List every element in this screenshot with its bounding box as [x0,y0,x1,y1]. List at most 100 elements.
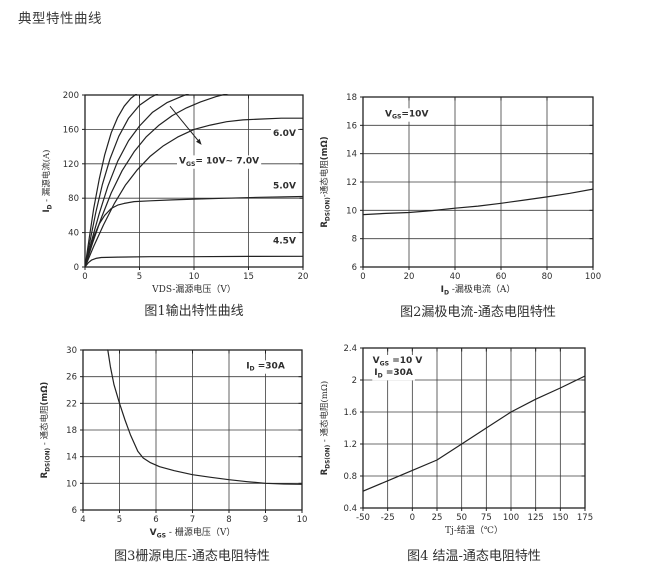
y-tick-label: 26 [66,373,77,383]
series-group [107,349,302,485]
chart-annotation: ID =30A [374,368,413,379]
chart-svg: ID =30A 4 5 6 7 8 9 10 6 10 14 18 22 26 30 VGS - 栅源电压（V… [39,346,308,539]
annotation-bg [271,127,298,140]
y-tick-label: 200 [63,91,79,101]
y-tick-label: 12 [346,178,357,188]
series-line [363,375,585,492]
x-axis-label: Tj-结温（℃） [445,524,503,536]
x-tick-label: 5 [117,515,122,525]
annotation-bg [370,355,425,369]
y-tick-label: 6 [72,506,77,516]
x-tick-label: -50 [356,513,370,523]
y-tick-label: 16 [346,121,357,131]
x-tick-label: 0 [82,272,87,282]
x-tick-label: 75 [481,513,492,523]
series-group [363,188,593,216]
y-tick-label: 0.4 [343,504,357,514]
x-tick-label: 20 [298,272,309,282]
x-tick-label: 5 [137,272,142,282]
chart-svg: VGS=10V 0 20 40 60 80 100 6 8 10 12 14 16 18 ID -漏极电流（… [319,93,601,296]
x-tick-label: 0 [410,513,415,523]
figure-tj-vs-rdson: VGS =10 V ID =30A -50 -25 0 25 50 75 100 125 150 17… [316,336,606,564]
y-tick-label: 14 [346,150,357,160]
annotation-bg [372,367,415,381]
y-tick-label: 30 [66,346,77,356]
y-tick-label: 8 [352,235,357,245]
x-axis-label: ID -漏极电流（A） [441,283,516,296]
annotation-arrow-head [196,138,202,145]
series-line [107,349,302,485]
x-tick-label: 125 [528,513,544,523]
figure-drain-current-vs-rdson: VGS=10V 0 20 40 60 80 100 6 8 10 12 14 16 18 ID -漏极电流（… [318,85,608,320]
chart-annotation: ID =30A [246,361,285,372]
x-tick-label: 4 [80,515,85,525]
y-tick-label: 22 [66,399,77,409]
x-tick-label: 10 [189,272,200,282]
chart-annotation: 6.0V [273,129,296,139]
x-tick-label: 150 [552,513,568,523]
x-tick-label: 15 [243,272,254,282]
chart-annotation: VGS =10 V [373,356,423,367]
y-tick-label: 160 [63,125,79,135]
y-tick-label: 2.4 [343,344,357,354]
series-line [85,117,303,268]
figure-caption: 图3栅源电压-通态电阻特性 [114,549,270,564]
chart-annotation: VGS=10V [385,109,428,120]
x-tick-label: 25 [432,513,443,523]
annotation-bg [271,180,298,193]
x-tick-label: 6 [153,515,158,525]
x-axis-label: VGS - 栅源电压（V） [150,526,236,539]
x-tick-label: 50 [456,513,467,523]
y-tick-label: 120 [63,160,79,170]
y-tick-label: 80 [68,194,79,204]
annotation-arrow-line [169,105,199,141]
x-tick-label: 20 [404,272,415,282]
x-tick-label: 100 [585,272,601,282]
chart-annotation: 4.5V [273,236,296,246]
series-group [85,94,303,268]
annotation-bg [382,108,431,122]
x-tick-label: 60 [496,272,507,282]
series-line [85,94,159,268]
y-tick-label: 0 [74,263,79,273]
y-axis-label: ID - 漏源电流(A) [41,149,53,212]
chart-annotation: 5.0V [273,181,296,191]
figure-vgs-vs-rdson: ID =30A 4 5 6 7 8 9 10 6 10 14 18 22 26 30 VGS - 栅源电压（V… [30,338,326,564]
y-tick-label: 18 [346,93,357,103]
figure-caption: 图4 结温-通态电阻特性 [407,549,541,564]
y-tick-label: 0.8 [343,472,357,482]
y-tick-label: 6 [352,263,357,273]
x-tick-label: 40 [450,272,461,282]
x-tick-label: 8 [226,515,231,525]
y-axis-label: RDS(ON) - 通态电阻(mΩ) [319,381,331,476]
x-tick-label: 100 [503,513,519,523]
figure-caption: 图2漏极电流-通态电阻特性 [400,305,556,320]
series-line [85,94,190,268]
y-tick-label: 1.2 [343,440,357,450]
y-tick-label: 18 [66,426,77,436]
annotation-bg [271,235,298,248]
annotation-bg [244,360,287,374]
chart-canvas-tj-rdson: VGS =10 V ID =30A -50 -25 0 25 50 75 100 125 150 17… [316,336,606,545]
x-tick-label: 175 [577,513,593,523]
series-line [85,94,229,268]
x-tick-label: 10 [297,515,308,525]
series-line [363,188,593,216]
x-tick-label: 0 [360,272,365,282]
x-axis-label: VDS-漏源电压（V） [151,283,236,295]
y-tick-label: 2 [352,376,357,386]
x-tick-label: 9 [263,515,268,525]
chart-canvas-vgs-rdson: ID =30A 4 5 6 7 8 9 10 6 10 14 18 22 26 30 VGS - 栅源电压（V… [30,338,326,545]
series-line [85,195,303,268]
x-tick-label: -25 [381,513,395,523]
y-tick-label: 1.6 [343,408,357,418]
series-group [363,375,585,492]
chart-annotation: VGS= 10V~ 7.0V [179,156,259,167]
page-title: 典型特性曲线 [18,11,102,27]
y-tick-label: 40 [68,229,79,239]
figure-caption: 图1输出特性曲线 [144,304,244,319]
y-axis-label: RDS(ON) - 通态电阻(mΩ) [39,382,51,479]
y-axis-label: RDS(ON)-通态电阻(mΩ) [319,136,331,227]
y-tick-label: 10 [346,206,357,216]
